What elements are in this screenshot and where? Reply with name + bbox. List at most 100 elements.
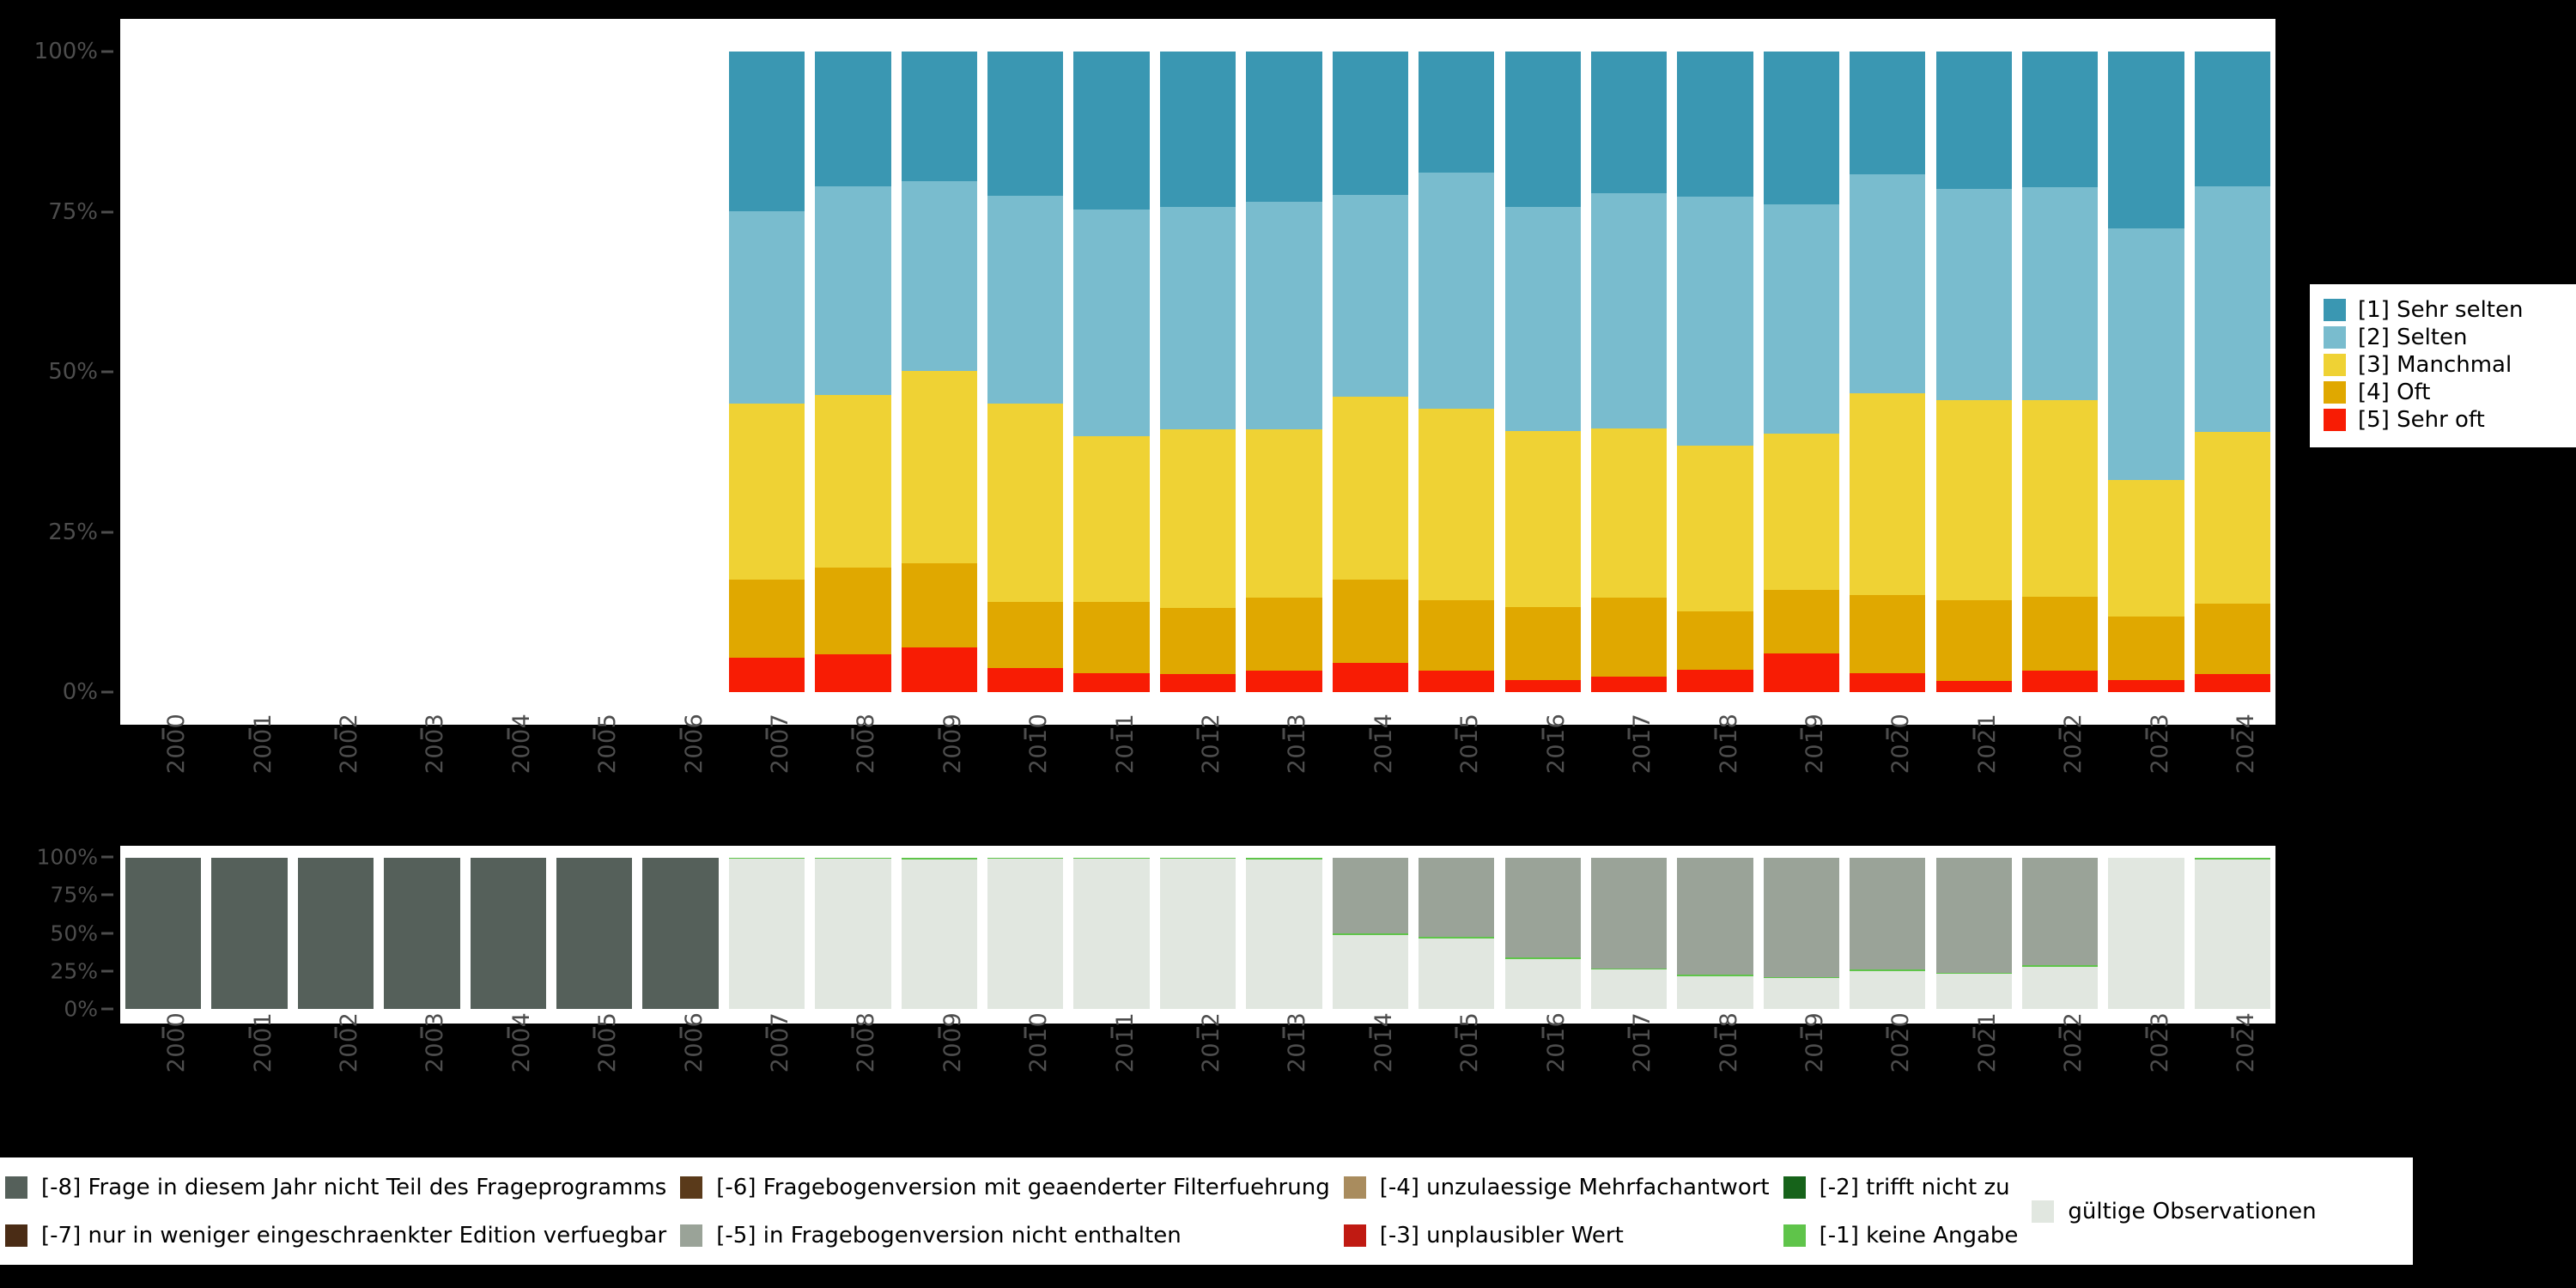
bar-segment-2010-s5[interactable]	[987, 52, 1064, 196]
bar-segment-2018-s1[interactable]	[1677, 669, 1753, 693]
bar-segment-2011-s2[interactable]	[1073, 601, 1150, 673]
bar-segment-2013-s2[interactable]	[1246, 598, 1322, 671]
bar-segment-2009-s4[interactable]	[901, 180, 978, 371]
obs-bar-segment-2014-s2[interactable]	[1332, 933, 1409, 936]
bar-segment-2024-s4[interactable]	[2194, 185, 2271, 433]
obs-bar-segment-2008-s2[interactable]	[815, 858, 891, 859]
bar-segment-2014-s5[interactable]	[1332, 52, 1409, 196]
obs-bar-segment-2022-s1[interactable]	[2021, 966, 2099, 1010]
obs-bar-segment-2009-s1[interactable]	[901, 859, 978, 1010]
legend-item-5[interactable]: [5] Sehr oft	[2324, 406, 2576, 434]
bar-segment-2008-s4[interactable]	[815, 186, 891, 395]
obs-bar-segment-2020-s1[interactable]	[1850, 970, 1926, 1010]
obs-bar-segment-2015-s3[interactable]	[1419, 858, 1495, 938]
bar-segment-2021-s1[interactable]	[1935, 681, 2012, 693]
bar-segment-2009-s5[interactable]	[901, 52, 978, 181]
bar-segment-2015-s5[interactable]	[1419, 52, 1495, 173]
bar-segment-2022-s4[interactable]	[2021, 187, 2099, 400]
obs-bar-segment-2001-s4[interactable]	[211, 858, 288, 1010]
bar-segment-2008-s1[interactable]	[815, 654, 891, 693]
bar-segment-2015-s1[interactable]	[1419, 670, 1495, 693]
bar-segment-2014-s2[interactable]	[1332, 579, 1409, 663]
obs-bar-segment-2010-s2[interactable]	[987, 858, 1064, 860]
bar-segment-2014-s1[interactable]	[1332, 662, 1409, 693]
bar-segment-2021-s4[interactable]	[1935, 189, 2012, 400]
obs-bar-segment-2007-s2[interactable]	[728, 858, 805, 860]
obs-bar-2013[interactable]	[1246, 858, 1322, 1010]
missing-legend-item-5-1[interactable]: gültige Observationen	[2032, 1188, 2317, 1236]
bar-segment-2021-s2[interactable]	[1935, 600, 2012, 682]
obs-bar-2017[interactable]	[1590, 858, 1668, 1010]
bar-segment-2010-s4[interactable]	[987, 195, 1064, 404]
obs-bar-segment-2022-s3[interactable]	[2021, 858, 2099, 966]
obs-bar-segment-2004-s4[interactable]	[470, 858, 546, 1010]
obs-bar-segment-2007-s1[interactable]	[728, 859, 805, 1010]
bar-segment-2007-s3[interactable]	[728, 403, 805, 580]
obs-bar-segment-2015-s1[interactable]	[1419, 939, 1495, 1010]
obs-bar-2023[interactable]	[2108, 858, 2184, 1010]
bar-segment-2012-s2[interactable]	[1159, 608, 1236, 675]
bar-segment-2012-s1[interactable]	[1159, 674, 1236, 693]
legend-item-1[interactable]: [1] Sehr selten	[2324, 296, 2576, 324]
obs-bar-segment-2014-s3[interactable]	[1332, 858, 1409, 934]
obs-bar-segment-2016-s2[interactable]	[1504, 957, 1581, 959]
obs-bar-segment-2020-s2[interactable]	[1850, 969, 1926, 971]
bar-segment-2020-s3[interactable]	[1850, 392, 1926, 595]
bar-segment-2020-s1[interactable]	[1850, 672, 1926, 693]
bar-segment-2012-s4[interactable]	[1159, 207, 1236, 430]
obs-bar-2011[interactable]	[1073, 858, 1150, 1010]
bar-segment-2018-s5[interactable]	[1677, 52, 1753, 197]
obs-bar-segment-2012-s1[interactable]	[1159, 859, 1236, 1010]
bar-segment-2011-s5[interactable]	[1073, 52, 1150, 210]
bar-segment-2023-s1[interactable]	[2108, 679, 2184, 693]
obs-bar-segment-2024-s2[interactable]	[2194, 858, 2271, 860]
bar-segment-2016-s3[interactable]	[1504, 430, 1581, 607]
obs-bar-2020[interactable]	[1850, 858, 1926, 1010]
bar-segment-2015-s4[interactable]	[1419, 173, 1495, 409]
obs-bar-2016[interactable]	[1504, 858, 1581, 1010]
bar-segment-2011-s1[interactable]	[1073, 672, 1150, 693]
missing-legend-item-4-1[interactable]: [-2] trifft nicht zu	[1783, 1163, 2019, 1212]
obs-bar-segment-2002-s4[interactable]	[297, 858, 374, 1010]
obs-bar-2022[interactable]	[2021, 858, 2099, 1010]
bar-2021[interactable]	[1935, 52, 2012, 693]
bar-2023[interactable]	[2108, 52, 2184, 693]
obs-bar-2003[interactable]	[384, 858, 460, 1010]
bar-segment-2017-s3[interactable]	[1590, 428, 1668, 598]
obs-bar-segment-2006-s4[interactable]	[642, 858, 719, 1010]
bar-segment-2007-s4[interactable]	[728, 210, 805, 404]
obs-bar-segment-2011-s1[interactable]	[1073, 858, 1150, 1010]
bar-segment-2020-s2[interactable]	[1850, 594, 1926, 673]
bar-segment-2021-s3[interactable]	[1935, 399, 2012, 601]
bar-segment-2017-s1[interactable]	[1590, 677, 1668, 693]
bar-segment-2009-s3[interactable]	[901, 370, 978, 564]
bar-segment-2013-s1[interactable]	[1246, 670, 1322, 693]
obs-bar-2012[interactable]	[1159, 858, 1236, 1010]
obs-bar-segment-2018-s1[interactable]	[1677, 975, 1753, 1010]
bar-segment-2022-s5[interactable]	[2021, 52, 2099, 188]
bar-2010[interactable]	[987, 52, 1064, 693]
bar-segment-2010-s3[interactable]	[987, 404, 1064, 602]
obs-bar-2002[interactable]	[297, 858, 374, 1010]
bar-segment-2023-s4[interactable]	[2108, 228, 2184, 481]
missing-legend-item-2-1[interactable]: [-6] Fragebogenversion mit geaenderter F…	[680, 1163, 1330, 1212]
bar-segment-2012-s5[interactable]	[1159, 52, 1236, 208]
bar-2011[interactable]	[1073, 52, 1150, 693]
bar-segment-2019-s1[interactable]	[1763, 653, 1840, 693]
obs-bar-segment-2014-s1[interactable]	[1332, 935, 1409, 1010]
obs-bar-2006[interactable]	[642, 858, 719, 1010]
bar-segment-2023-s2[interactable]	[2108, 617, 2184, 680]
obs-bar-segment-2021-s2[interactable]	[1935, 972, 2012, 974]
bar-2022[interactable]	[2021, 52, 2099, 693]
bar-segment-2019-s5[interactable]	[1763, 52, 1840, 205]
bar-segment-2011-s4[interactable]	[1073, 209, 1150, 436]
bar-segment-2016-s2[interactable]	[1504, 606, 1581, 680]
legend-item-3[interactable]: [3] Manchmal	[2324, 351, 2576, 379]
obs-bar-2015[interactable]	[1419, 858, 1495, 1010]
obs-bar-2019[interactable]	[1763, 858, 1840, 1010]
missing-legend-item-1-1[interactable]: [-8] Frage in diesem Jahr nicht Teil des…	[5, 1163, 666, 1212]
obs-bar-segment-2017-s1[interactable]	[1590, 969, 1668, 1010]
obs-bar-2018[interactable]	[1677, 858, 1753, 1010]
bar-segment-2017-s2[interactable]	[1590, 598, 1668, 677]
obs-bar-segment-2003-s4[interactable]	[384, 858, 460, 1010]
